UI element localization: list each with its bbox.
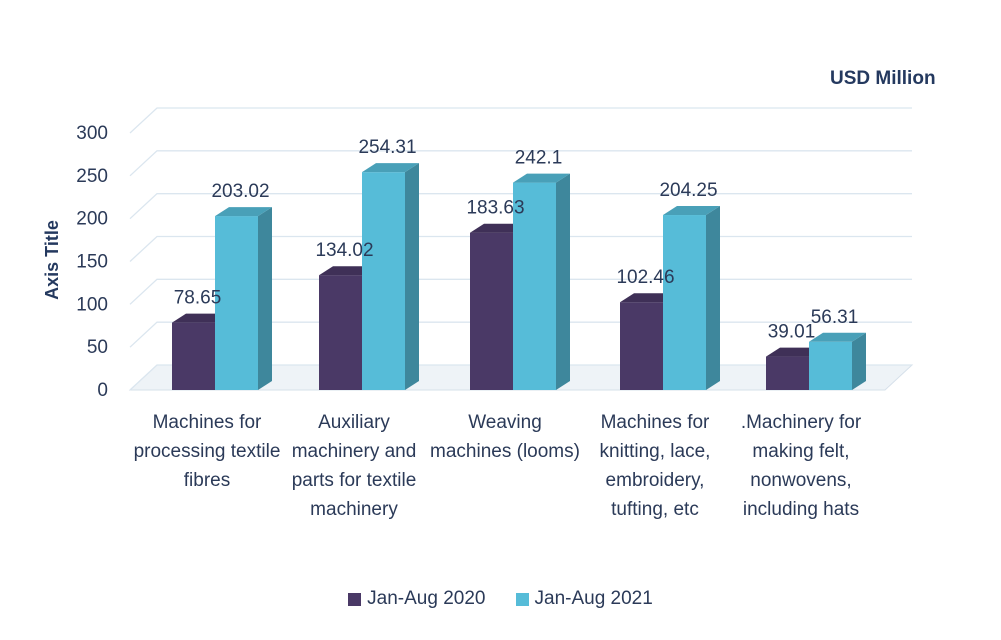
bar-top bbox=[663, 206, 720, 216]
bar-top bbox=[513, 173, 570, 183]
data-label-s1-c4: 102.46 bbox=[616, 267, 674, 288]
bar-front bbox=[172, 322, 215, 390]
legend-label-2021: Jan-Aug 2021 bbox=[534, 588, 653, 609]
bar-side bbox=[852, 332, 866, 390]
legend-item-2020: Jan-Aug 2020 bbox=[348, 588, 486, 610]
bar-front bbox=[809, 341, 852, 390]
data-label-s2-c3: 242.1 bbox=[515, 148, 563, 169]
bar-front bbox=[513, 182, 556, 390]
bar-top bbox=[319, 266, 376, 276]
gridline-200 bbox=[129, 193, 912, 220]
bar-s2-c3 bbox=[513, 173, 570, 390]
gridline-150 bbox=[129, 235, 912, 262]
gridline-300 bbox=[129, 107, 912, 134]
legend-item-2021: Jan-Aug 2021 bbox=[515, 588, 653, 610]
y-axis-title: Axis Title bbox=[42, 220, 62, 300]
y-tick-label: 300 bbox=[76, 123, 108, 144]
data-label-s2-c4: 204.25 bbox=[659, 180, 717, 201]
bar-top bbox=[620, 293, 677, 303]
bar-front bbox=[620, 302, 663, 390]
unit-label: USD Million bbox=[830, 68, 936, 89]
x-category-label: Machines for processing textile fibres bbox=[133, 412, 281, 491]
bar-top bbox=[766, 347, 823, 357]
x-category-label: Machines for knitting, lace, embroidery,… bbox=[599, 412, 711, 520]
y-tick-label: 0 bbox=[97, 380, 108, 401]
bar-side bbox=[405, 163, 419, 390]
x-category-label: .Machinery for making felt, nonwovens, i… bbox=[740, 412, 862, 520]
x-category-label: Auxiliary machinery and parts for textil… bbox=[291, 412, 417, 520]
bar-top bbox=[215, 207, 272, 217]
data-label-s2-c2: 254.31 bbox=[358, 137, 416, 158]
bar-top bbox=[172, 313, 229, 323]
bar-front bbox=[470, 232, 513, 390]
data-label-s1-c1: 78.65 bbox=[174, 288, 222, 309]
y-tick-label: 50 bbox=[87, 337, 108, 358]
bar-s2-c2 bbox=[362, 163, 419, 390]
y-tick-label: 100 bbox=[76, 294, 108, 315]
bar-front bbox=[215, 216, 258, 390]
bar-side bbox=[706, 206, 720, 390]
bar-front bbox=[663, 215, 706, 390]
legend-swatch-2020 bbox=[348, 592, 362, 606]
bars bbox=[172, 163, 866, 390]
y-tick-label: 200 bbox=[76, 209, 108, 230]
gridline-250 bbox=[129, 150, 912, 177]
bar-s2-c1 bbox=[215, 207, 272, 390]
y-tick-label: 150 bbox=[76, 252, 108, 273]
bar-top bbox=[362, 163, 419, 173]
bar-front bbox=[362, 172, 405, 390]
y-tick-label: 250 bbox=[76, 166, 108, 187]
x-category-label: Weaving machines (looms) bbox=[430, 412, 580, 462]
legend-swatch-2021 bbox=[515, 592, 529, 606]
legend: Jan-Aug 2020 Jan-Aug 2021 bbox=[0, 588, 1001, 610]
data-labels: 78.65 134.02 183.63 102.46 39.01 203.02 254.31… bbox=[174, 137, 859, 342]
data-label-s2-c1: 203.02 bbox=[211, 181, 269, 202]
legend-label-2020: Jan-Aug 2020 bbox=[367, 588, 486, 609]
bar-top bbox=[809, 332, 866, 342]
bar-s2-c4 bbox=[663, 206, 720, 390]
bar-s2-c5 bbox=[809, 332, 866, 390]
data-label-s1-c2: 134.02 bbox=[315, 240, 373, 261]
bar-front bbox=[319, 275, 362, 390]
bar-top bbox=[470, 223, 527, 233]
data-label-s2-c5: 56.31 bbox=[811, 307, 859, 328]
data-label-s1-c5: 39.01 bbox=[768, 322, 816, 343]
data-label-s1-c3: 183.63 bbox=[466, 198, 524, 219]
bar-side bbox=[258, 207, 272, 390]
bar-front bbox=[766, 356, 809, 390]
y-axis-ticks: 0 50 100 150 200 250 300 bbox=[76, 123, 108, 401]
bar-side bbox=[556, 173, 570, 390]
gridline-100 bbox=[129, 278, 912, 305]
